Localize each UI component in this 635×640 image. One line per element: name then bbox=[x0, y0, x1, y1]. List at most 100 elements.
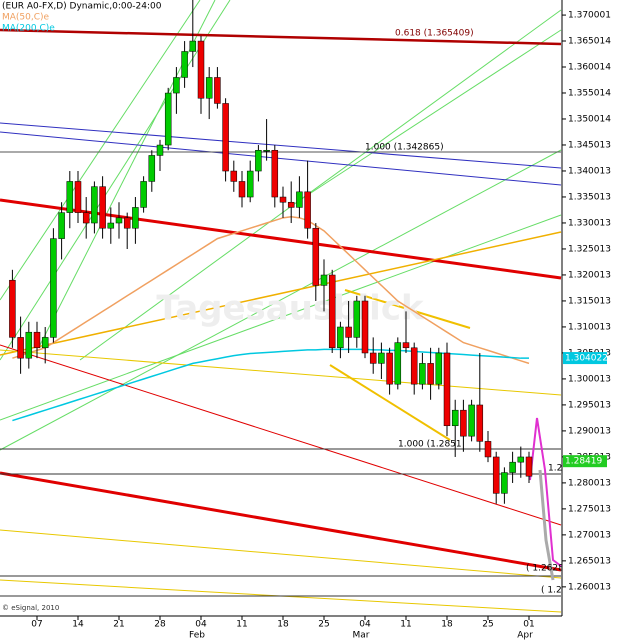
x-tick-label: 21 bbox=[113, 620, 124, 630]
candle-body bbox=[255, 149, 262, 172]
y-tick-label: 1.360014 bbox=[568, 62, 611, 72]
candle-body bbox=[443, 352, 451, 427]
time-axis-panel bbox=[0, 616, 562, 640]
candle-body bbox=[345, 326, 352, 338]
candle-body bbox=[361, 300, 369, 354]
candle-body bbox=[427, 363, 434, 385]
candle-body bbox=[386, 352, 393, 385]
x-tick-label: 25 bbox=[318, 620, 329, 630]
candle-body bbox=[353, 300, 361, 338]
x-tick-label: 28 bbox=[154, 620, 166, 630]
axes: 1.260013 1.265013 1.270013 1.275013 1.280013… bbox=[31, 11, 611, 640]
candle-body bbox=[33, 331, 41, 349]
candle-body bbox=[107, 222, 115, 229]
candle-body bbox=[419, 363, 426, 385]
candle-body bbox=[509, 461, 516, 473]
drawings bbox=[0, 0, 562, 613]
candle-body bbox=[115, 217, 123, 224]
month-label: Apr bbox=[517, 631, 533, 640]
candle-body bbox=[296, 191, 303, 208]
candle-body bbox=[378, 352, 385, 364]
y-tick-label: 1.280013 bbox=[568, 478, 611, 488]
y-tick-label: 1.325013 bbox=[568, 244, 611, 254]
x-tick-label: 11 bbox=[400, 620, 411, 630]
candle-body bbox=[337, 326, 344, 349]
candle-body bbox=[189, 40, 197, 52]
candle-body bbox=[312, 227, 320, 286]
candle-body bbox=[66, 181, 74, 213]
y-tick-label: 1.295013 bbox=[568, 400, 611, 410]
month-label: Feb bbox=[189, 631, 205, 640]
candle-body bbox=[140, 181, 147, 208]
annotation: 1.000 (1.2851 bbox=[398, 440, 462, 450]
chart-title: (EUR A0-FX,D) Dynamic,0:00-24:00 bbox=[2, 2, 162, 12]
x-tick-label: 04 bbox=[195, 620, 207, 630]
candle-body bbox=[173, 77, 180, 94]
legend-entry: MA(200,C)e bbox=[2, 24, 55, 34]
candle-body bbox=[484, 441, 492, 458]
y-tick-label: 1.315013 bbox=[568, 296, 611, 306]
candle-body bbox=[50, 238, 57, 338]
y-tick-label: 1.310013 bbox=[568, 322, 611, 332]
legend-entry: MA(50,C)e bbox=[2, 13, 50, 23]
month-label: Mar bbox=[353, 631, 370, 640]
candle-body bbox=[287, 201, 295, 208]
candle-body bbox=[123, 217, 131, 229]
candle-body bbox=[181, 51, 188, 78]
candle-body bbox=[304, 191, 311, 229]
candle-body bbox=[230, 170, 238, 182]
price-box-label: 1.304022 bbox=[565, 354, 608, 364]
candle-body bbox=[17, 337, 24, 359]
candle-body bbox=[148, 155, 156, 182]
y-tick-label: 1.270013 bbox=[568, 530, 611, 540]
candle-body bbox=[525, 456, 533, 477]
candle-body bbox=[25, 331, 33, 359]
candle-body bbox=[82, 212, 90, 224]
candle-body bbox=[402, 342, 410, 349]
candle-body bbox=[222, 103, 229, 172]
price-box bbox=[563, 455, 607, 468]
x-tick-label: 18 bbox=[441, 620, 453, 630]
candle-body bbox=[394, 342, 402, 385]
annotation: ( 1.26280) bbox=[526, 564, 573, 574]
y-tick-label: 1.290013 bbox=[568, 426, 611, 436]
candle-body bbox=[328, 274, 336, 349]
candle-body bbox=[164, 92, 172, 146]
candle-body bbox=[132, 207, 139, 229]
y-tick-label: 1.355014 bbox=[568, 88, 611, 98]
price-axis-panel bbox=[562, 0, 635, 640]
annotation: 0.618 (1.365409) bbox=[395, 29, 474, 39]
candle-body bbox=[197, 40, 205, 99]
candle-body bbox=[74, 181, 82, 213]
y-tick-label: 1.275013 bbox=[568, 504, 611, 514]
candle-body bbox=[246, 170, 254, 198]
y-tick-label: 1.365014 bbox=[568, 36, 611, 46]
candle-body bbox=[435, 352, 443, 385]
price-box-label: 1.28419 bbox=[565, 457, 602, 467]
moving-average bbox=[12, 348, 529, 422]
candle-body bbox=[238, 181, 246, 198]
candle-body bbox=[460, 409, 467, 437]
y-tick-label: 1.350014 bbox=[568, 114, 611, 124]
x-tick-label: 01 bbox=[523, 620, 534, 630]
x-tick-label: 04 bbox=[359, 620, 371, 630]
candle-body bbox=[476, 404, 484, 442]
candle-body bbox=[492, 456, 500, 494]
x-tick-label: 11 bbox=[236, 620, 247, 630]
candle-body bbox=[214, 77, 221, 104]
x-tick-label: 07 bbox=[31, 620, 42, 630]
watermark: Tagesausblick bbox=[156, 289, 425, 329]
candle-body bbox=[271, 149, 279, 198]
copyright: © eSignal, 2010 bbox=[2, 604, 59, 612]
candle-body bbox=[91, 186, 98, 224]
annotation: 1.000 (1.342865) bbox=[365, 143, 444, 153]
x-tick-label: 25 bbox=[482, 620, 493, 630]
candle-body bbox=[451, 409, 459, 427]
candle-body bbox=[99, 186, 106, 229]
candle-body bbox=[205, 77, 213, 99]
y-tick-label: 1.300013 bbox=[568, 374, 611, 384]
moving-average bbox=[12, 216, 530, 365]
y-tick-label: 1.340013 bbox=[568, 166, 611, 176]
